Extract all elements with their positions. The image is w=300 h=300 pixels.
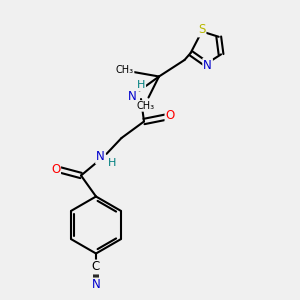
Text: H: H (107, 158, 116, 169)
Text: O: O (166, 109, 175, 122)
Text: S: S (198, 23, 206, 37)
Text: H: H (137, 80, 145, 91)
Text: N: N (96, 150, 105, 164)
Text: C: C (92, 260, 100, 274)
Text: CH₃: CH₃ (136, 101, 154, 111)
Text: N: N (203, 59, 212, 72)
Text: N: N (92, 278, 100, 292)
Text: O: O (51, 163, 60, 176)
Text: N: N (128, 89, 136, 103)
Text: CH₃: CH₃ (116, 64, 134, 75)
